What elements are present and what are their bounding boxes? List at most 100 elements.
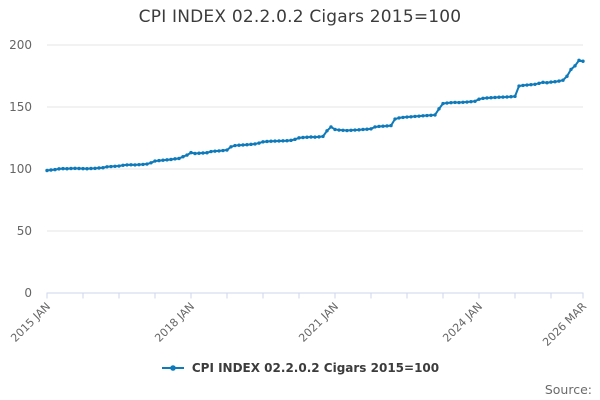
data-point-marker[interactable]	[533, 82, 537, 87]
data-point-marker[interactable]	[57, 167, 61, 171]
data-point-marker[interactable]	[53, 167, 57, 172]
data-point-marker[interactable]	[65, 167, 69, 171]
data-point-marker[interactable]	[261, 140, 265, 144]
series-markers[interactable]	[45, 58, 585, 173]
data-point-marker[interactable]	[541, 80, 545, 85]
data-point-marker[interactable]	[81, 166, 85, 171]
legend[interactable]: CPI INDEX 02.2.0.2 Cigars 2015=100	[0, 361, 600, 375]
data-point-marker[interactable]	[149, 161, 153, 165]
data-point-marker[interactable]	[509, 95, 513, 99]
data-point-marker[interactable]	[113, 164, 117, 168]
data-point-marker[interactable]	[389, 123, 393, 128]
data-point-marker[interactable]	[521, 83, 525, 88]
data-point-marker[interactable]	[213, 149, 217, 153]
data-point-marker[interactable]	[401, 115, 405, 120]
data-point-marker[interactable]	[121, 163, 125, 167]
data-point-marker[interactable]	[265, 139, 269, 144]
data-point-marker[interactable]	[473, 99, 477, 104]
data-point-marker[interactable]	[385, 124, 389, 128]
data-point-marker[interactable]	[561, 78, 565, 82]
data-point-marker[interactable]	[257, 141, 261, 145]
data-point-marker[interactable]	[89, 166, 93, 171]
data-point-marker[interactable]	[353, 128, 357, 132]
data-point-marker[interactable]	[193, 151, 197, 156]
data-point-marker[interactable]	[445, 101, 449, 105]
data-point-marker[interactable]	[329, 125, 333, 129]
data-point-marker[interactable]	[429, 113, 433, 118]
data-point-marker[interactable]	[393, 117, 397, 121]
data-point-marker[interactable]	[161, 158, 165, 162]
data-point-marker[interactable]	[553, 80, 557, 84]
data-point-marker[interactable]	[305, 135, 309, 139]
data-point-marker[interactable]	[465, 100, 469, 104]
data-point-marker[interactable]	[45, 168, 49, 173]
data-point-marker[interactable]	[433, 113, 437, 117]
data-point-marker[interactable]	[205, 151, 209, 155]
data-point-marker[interactable]	[425, 113, 429, 118]
data-point-marker[interactable]	[153, 159, 157, 163]
data-point-marker[interactable]	[537, 81, 541, 86]
data-point-marker[interactable]	[485, 96, 489, 100]
data-point-marker[interactable]	[269, 139, 273, 143]
data-point-marker[interactable]	[337, 128, 341, 132]
data-point-marker[interactable]	[237, 143, 241, 147]
data-point-marker[interactable]	[169, 157, 173, 162]
data-point-marker[interactable]	[341, 128, 345, 133]
data-point-marker[interactable]	[569, 67, 573, 72]
data-point-marker[interactable]	[125, 163, 129, 167]
data-point-marker[interactable]	[405, 115, 409, 119]
data-point-marker[interactable]	[409, 115, 413, 119]
data-point-marker[interactable]	[321, 134, 325, 139]
data-point-marker[interactable]	[145, 162, 149, 166]
data-point-marker[interactable]	[525, 83, 529, 87]
data-point-marker[interactable]	[61, 166, 65, 171]
data-point-marker[interactable]	[481, 96, 485, 101]
data-point-marker[interactable]	[245, 143, 249, 147]
data-point-marker[interactable]	[365, 127, 369, 131]
data-point-marker[interactable]	[133, 163, 137, 167]
data-point-marker[interactable]	[373, 125, 377, 129]
data-point-marker[interactable]	[141, 162, 145, 167]
data-point-marker[interactable]	[441, 101, 445, 106]
data-point-marker[interactable]	[545, 81, 549, 85]
data-point-marker[interactable]	[549, 80, 553, 84]
data-point-marker[interactable]	[517, 84, 521, 88]
data-point-marker[interactable]	[137, 162, 141, 167]
data-point-marker[interactable]	[497, 95, 501, 99]
data-point-marker[interactable]	[557, 79, 561, 83]
data-point-marker[interactable]	[217, 149, 221, 153]
data-point-marker[interactable]	[397, 116, 401, 120]
data-point-marker[interactable]	[325, 129, 329, 133]
data-point-marker[interactable]	[105, 165, 109, 169]
data-point-marker[interactable]	[477, 97, 481, 101]
data-point-marker[interactable]	[573, 64, 577, 68]
data-point-marker[interactable]	[313, 135, 317, 139]
data-point-marker[interactable]	[165, 158, 169, 162]
data-point-marker[interactable]	[297, 136, 301, 140]
data-point-marker[interactable]	[449, 100, 453, 105]
data-point-marker[interactable]	[277, 139, 281, 143]
data-point-marker[interactable]	[369, 127, 373, 131]
data-point-marker[interactable]	[69, 166, 73, 171]
data-point-marker[interactable]	[377, 124, 381, 129]
data-point-marker[interactable]	[461, 100, 465, 104]
data-point-marker[interactable]	[453, 100, 457, 105]
data-point-marker[interactable]	[209, 149, 213, 154]
data-point-marker[interactable]	[293, 137, 297, 142]
data-point-marker[interactable]	[117, 164, 121, 168]
data-point-marker[interactable]	[177, 156, 181, 161]
data-point-marker[interactable]	[349, 128, 353, 133]
data-point-marker[interactable]	[309, 135, 313, 139]
data-point-marker[interactable]	[181, 155, 185, 159]
data-point-marker[interactable]	[129, 163, 133, 167]
series-line[interactable]	[46, 59, 584, 172]
data-point-marker[interactable]	[173, 157, 177, 161]
data-point-marker[interactable]	[457, 100, 461, 105]
data-point-marker[interactable]	[281, 139, 285, 143]
data-point-marker[interactable]	[289, 138, 293, 143]
data-point-marker[interactable]	[317, 135, 321, 139]
data-point-marker[interactable]	[189, 150, 193, 155]
data-point-marker[interactable]	[381, 124, 385, 128]
data-point-marker[interactable]	[493, 95, 497, 100]
data-point-marker[interactable]	[221, 148, 225, 153]
